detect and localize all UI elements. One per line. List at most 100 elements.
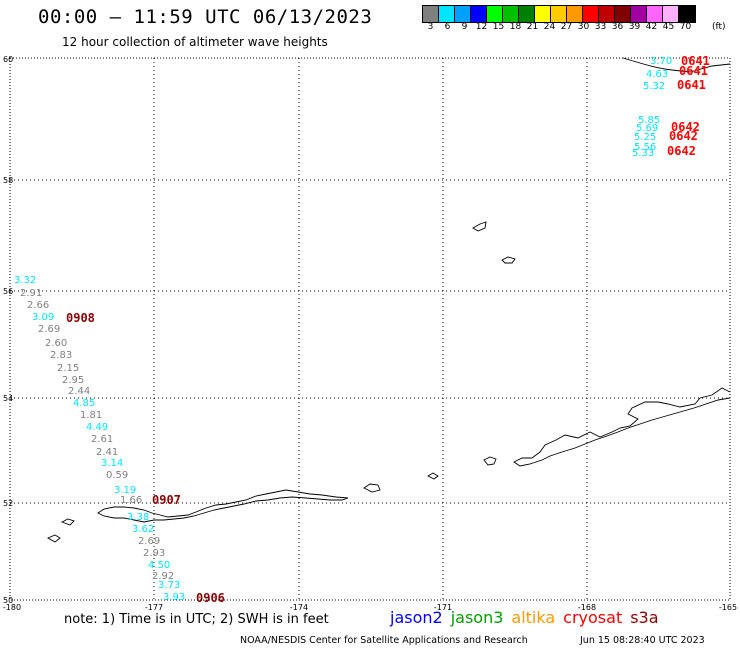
- wave-height-value: 5.33: [632, 148, 654, 159]
- legend-label: 9: [461, 22, 468, 32]
- andreanof-rat-islands-chain: [97, 489, 349, 523]
- legend-label: 24: [543, 22, 556, 32]
- pass-time-label: 0642: [669, 129, 698, 143]
- latitude-labels: 60 58 56 54 52 50: [3, 55, 13, 605]
- legend-label: 36: [611, 22, 624, 32]
- legend-label: 12: [475, 22, 488, 32]
- legend-label: 15: [492, 22, 505, 32]
- legend-swatch: [583, 6, 599, 22]
- wave-height-value: 2.60: [45, 338, 67, 349]
- longitude-label: -174: [290, 603, 308, 612]
- legend-swatch: [471, 6, 487, 22]
- wave-height-value: 2.41: [96, 447, 118, 458]
- wave-height-value: 2.66: [27, 300, 49, 311]
- pass-time-label: 0907: [152, 493, 181, 507]
- pass-time-label: 0906: [196, 591, 225, 605]
- wave-height-value: 0.59: [106, 470, 128, 481]
- longitude-label: -171: [434, 603, 452, 612]
- legend-swatch: [551, 6, 567, 22]
- latitude-label: 60: [3, 55, 13, 64]
- latitude-label: 58: [3, 176, 13, 185]
- wave-height-value: 1.81: [80, 410, 102, 421]
- pass-time-label: 0641: [677, 78, 706, 92]
- wave-height-value: 2.69: [138, 536, 160, 547]
- footer-note: note: 1) Time is in UTC; 2) SWH is in fe…: [64, 612, 329, 627]
- longitude-label: -180: [3, 603, 21, 612]
- map-subtitle: 12 hour collection of altimeter wave hei…: [62, 35, 328, 49]
- generation-timestamp: Jun 15 08:28:40 UTC 2023: [580, 635, 705, 646]
- legend-unit: (ft): [712, 22, 726, 32]
- pribilof-island-south: [501, 256, 516, 264]
- pribilof-island-north: [472, 221, 487, 232]
- legend-label: 6: [444, 22, 451, 32]
- mission-name: jason2: [390, 608, 443, 627]
- latitude-label: 52: [3, 499, 13, 508]
- islands-of-four-mountains: [483, 456, 497, 466]
- legend-swatch: [439, 6, 455, 22]
- legend-label: 30: [577, 22, 590, 32]
- mission-name: cryosat: [563, 608, 623, 627]
- legend-swatch: [647, 6, 663, 22]
- legend-swatch: [423, 6, 439, 22]
- mission-key: jason2 jason3 altika cryosat s3a: [390, 608, 667, 627]
- wave-height-value: 4.49: [86, 422, 108, 433]
- wave-height-value: 2.44: [68, 386, 90, 397]
- wave-height-value: 5.69: [636, 123, 658, 134]
- legend-swatch: [663, 6, 679, 22]
- wave-height-value: 2.95: [62, 375, 84, 386]
- longitude-label: -168: [578, 603, 596, 612]
- latitude-label: 56: [3, 287, 13, 296]
- legend-label: 42: [645, 22, 658, 32]
- legend-label: 21: [526, 22, 539, 32]
- pass-time-label: 0641: [681, 54, 710, 68]
- legend-swatch: [487, 6, 503, 22]
- unalaska-region-coast: [513, 387, 731, 467]
- wave-height-value: 3.62: [132, 524, 154, 535]
- mission-name: s3a: [630, 608, 659, 627]
- mission-name: altika: [511, 608, 556, 627]
- pass-time-label: 0642: [667, 144, 696, 158]
- wave-height-value: 5.25: [634, 132, 656, 143]
- color-scale-legend: [422, 5, 696, 23]
- legend-label: 27: [560, 22, 573, 32]
- atka-island: [363, 483, 381, 493]
- seguam-island: [427, 472, 439, 480]
- legend-label: 70: [679, 22, 692, 32]
- legend-swatch: [519, 6, 535, 22]
- pass-time-label: 0642: [671, 120, 700, 134]
- western-aleutian-islets: [46, 518, 75, 543]
- legend-swatch: [535, 6, 551, 22]
- latitude-label: 50: [3, 596, 13, 605]
- map-frame: [9, 57, 731, 601]
- longitude-labels: -180 -177 -174 -171 -168 -165: [3, 603, 737, 612]
- wave-height-value: 2.83: [50, 350, 72, 361]
- alaska-peninsula-coast: [622, 57, 731, 73]
- wave-height-value: 3.73: [158, 580, 180, 591]
- wave-height-value: 2.61: [91, 434, 113, 445]
- legend-label: 33: [594, 22, 607, 32]
- wave-height-value: 4.63: [646, 69, 668, 80]
- credit-line: NOAA/NESDIS Center for Satellite Applica…: [240, 635, 528, 646]
- legend-label: 39: [628, 22, 641, 32]
- legend-swatch: [631, 6, 647, 22]
- color-scale-labels: 3 6 9 12 15 18 21 24 27 30 33 36 39 42 45 70: [422, 22, 711, 36]
- wave-height-value: 2.93: [143, 548, 165, 559]
- wave-height-value: 3.09: [32, 312, 54, 323]
- legend-label: 45: [662, 22, 675, 32]
- wave-height-value: 3.14: [101, 458, 123, 469]
- pass-time-label: 0908: [66, 311, 95, 325]
- wave-height-value: 5.32: [643, 81, 665, 92]
- wave-height-value: 3.70: [650, 56, 672, 67]
- wave-height-value: 2.91: [20, 288, 42, 299]
- legend-swatch: [503, 6, 519, 22]
- longitude-label: -177: [145, 603, 163, 612]
- wave-height-value: 3.38: [127, 512, 149, 523]
- legend-swatch: [599, 6, 615, 22]
- wave-height-value: 4.50: [148, 560, 170, 571]
- wave-height-value: 2.69: [38, 324, 60, 335]
- wave-height-value: 2.15: [57, 363, 79, 374]
- legend-swatch: [455, 6, 471, 22]
- wave-height-value: 5.85: [638, 115, 660, 126]
